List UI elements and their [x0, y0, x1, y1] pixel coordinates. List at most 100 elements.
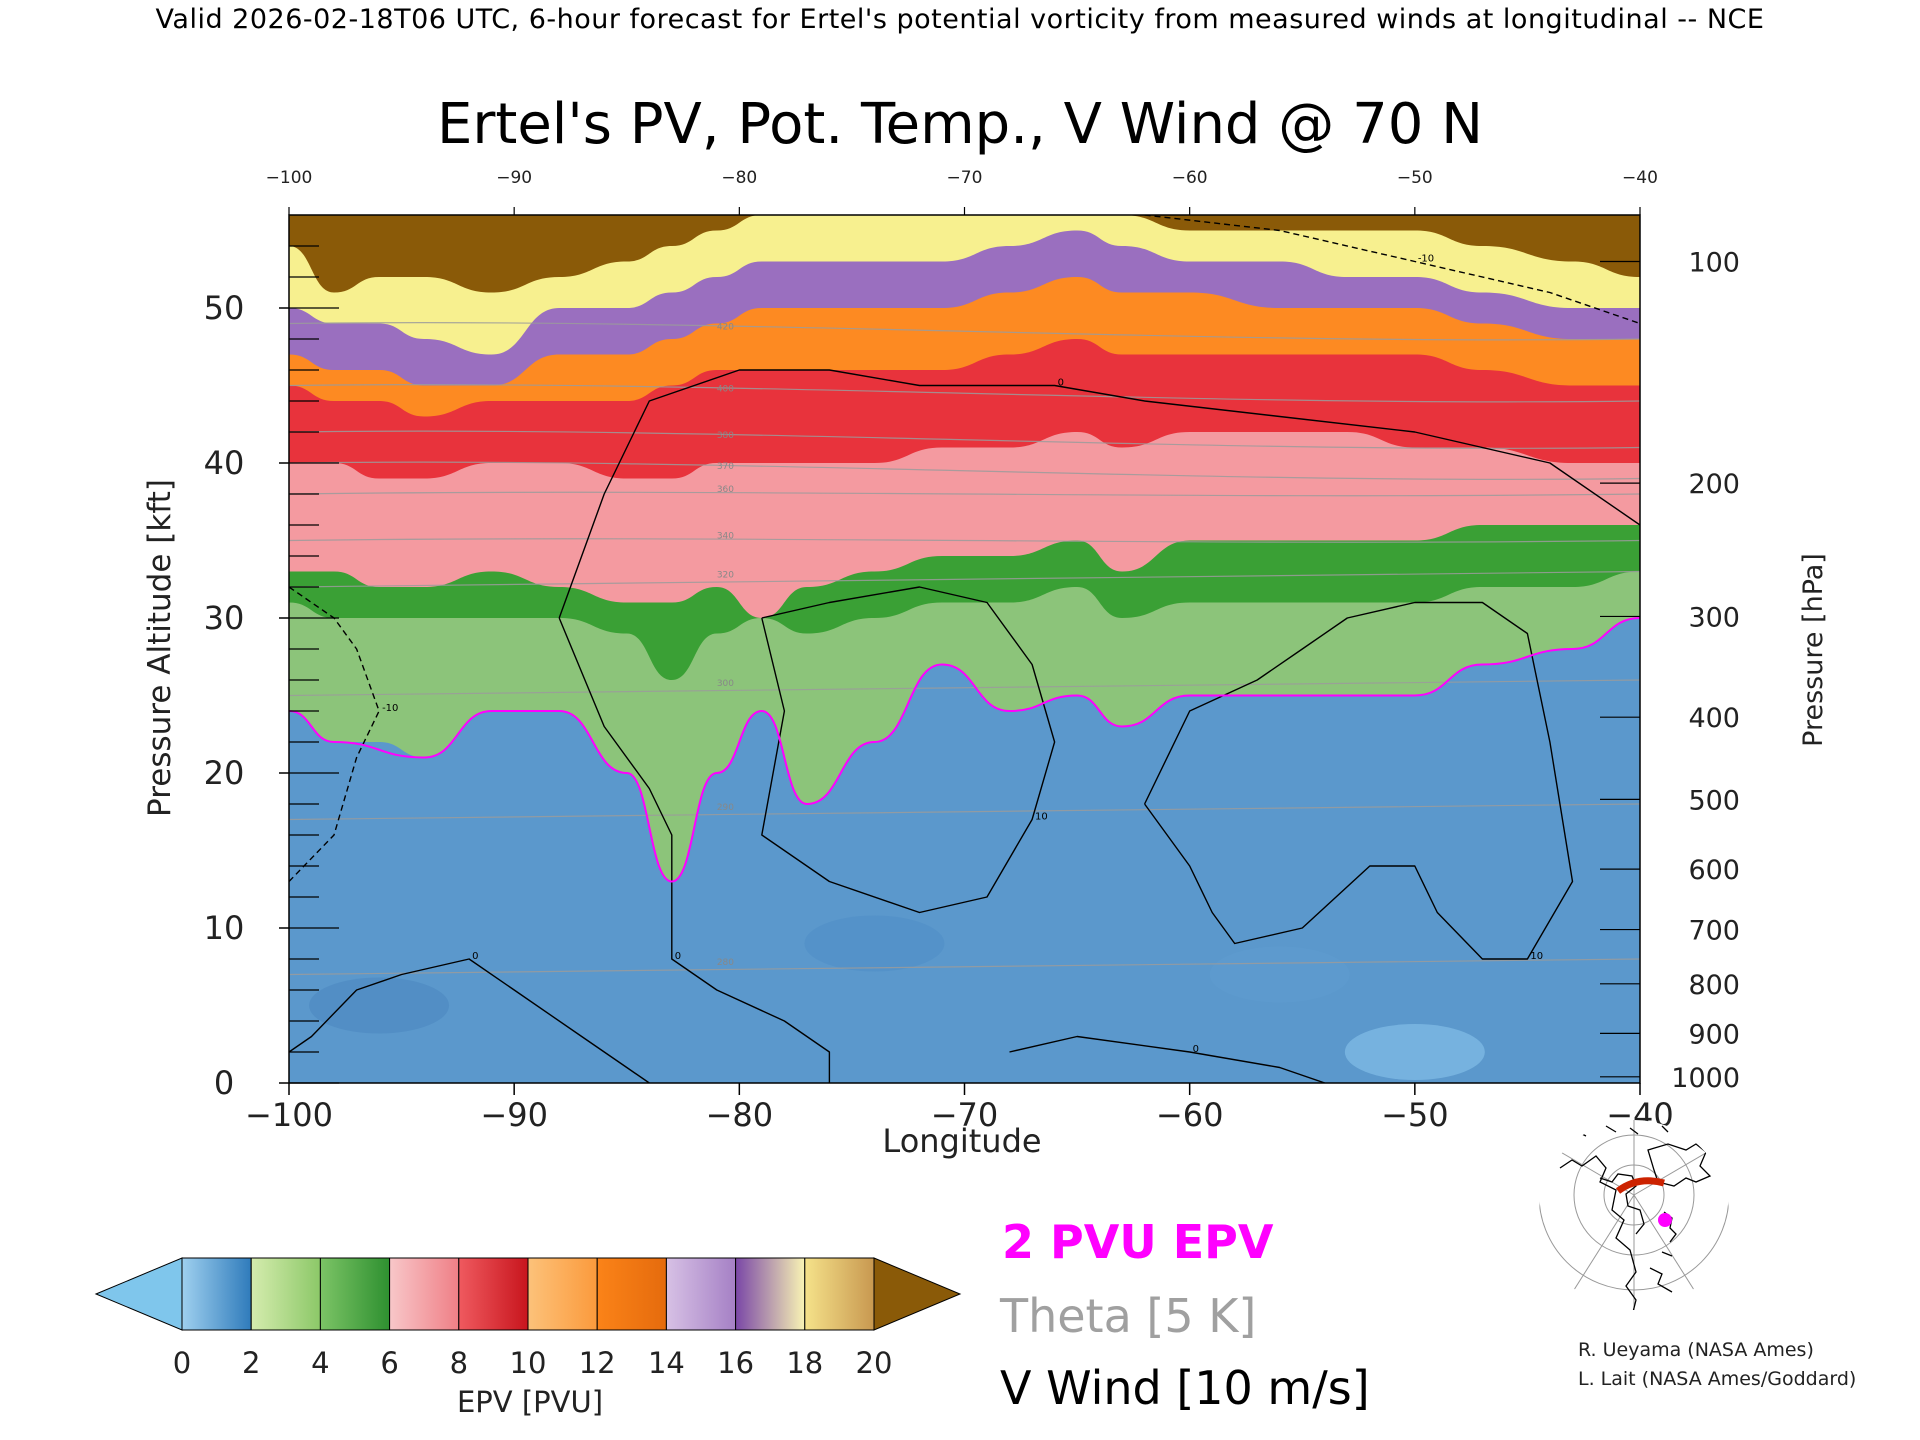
legend-pv: 2 PVU EPV: [1002, 1215, 1274, 1269]
epv-low-patch: [309, 977, 450, 1034]
colorbar-segment: [389, 1257, 460, 1331]
x-axis-label: Longitude: [882, 1122, 1041, 1160]
theta-label: 400: [717, 384, 734, 394]
two-pvu-line: [289, 617, 1640, 883]
x-tick-label: −50: [1381, 1096, 1449, 1134]
top-tick-label: −100: [266, 168, 313, 188]
theta-line: [289, 803, 1640, 821]
legend-theta: Theta [5 K]: [999, 1289, 1256, 1343]
colorbar-tick-label: 16: [717, 1346, 754, 1380]
wind-contours: 0 0 0 10 10 0 -10 -10: [289, 215, 1640, 1083]
pressure-tick-label: 500: [1688, 785, 1740, 816]
theta-line: [289, 430, 1640, 449]
plot-area: 280 290 300 320 340 360 370 380 400 420 0 0 0 10 10 0 -…: [288, 214, 1641, 1084]
y-axis-label-right: Pressure [hPa]: [1798, 553, 1829, 747]
colorbar-tick-label: 2: [242, 1346, 260, 1380]
theta-line: [289, 384, 1640, 403]
wind-contour: [558, 369, 1640, 619]
pressure-tick-label: 700: [1688, 916, 1740, 947]
pressure-tick-label: 600: [1688, 855, 1740, 886]
pressure-tick-label: 800: [1688, 970, 1740, 1001]
pressure-tick-label: 900: [1688, 1019, 1740, 1050]
top-tick-label: −60: [1172, 168, 1208, 188]
epv-low-patch: [1209, 946, 1350, 1003]
colorbar-label: EPV [PVU]: [457, 1385, 603, 1419]
colorbar-tick-label: 18: [786, 1346, 823, 1380]
map-track: [1615, 1177, 1665, 1194]
colorbar-tick-label: 14: [648, 1346, 685, 1380]
colorbar-tick-label: 4: [311, 1346, 329, 1380]
colorbar-segment: [250, 1257, 321, 1331]
legend-wind: V Wind [10 m/s]: [1000, 1361, 1370, 1415]
wind-contour: [761, 586, 1056, 914]
y-tick-label: 10: [204, 909, 245, 947]
pressure-tick-label: 200: [1688, 469, 1740, 500]
colorbar-segment: [596, 1257, 667, 1331]
colorbar-over-arrow: [873, 1257, 962, 1331]
wind-contour-label: 0: [1193, 1044, 1199, 1055]
map-location-marker: [1658, 1213, 1672, 1227]
colorbar-segment: [458, 1257, 529, 1331]
colorbar-under-arrow: [94, 1257, 183, 1331]
pressure-tick-label: 1000: [1671, 1063, 1740, 1094]
theta-line: [289, 538, 1640, 543]
y-tick-label: 50: [204, 289, 245, 327]
colorbar-tick-label: 0: [173, 1346, 191, 1380]
y-tick-label: 20: [204, 754, 245, 792]
map-inset: [1539, 1120, 1729, 1310]
y-axis-label-left: Pressure Altitude [kft]: [142, 479, 178, 817]
theta-line: [289, 679, 1640, 697]
theta-line: [289, 491, 1640, 497]
top-tick-label: −90: [496, 168, 532, 188]
valid-line: Valid 2026-02-18T06 UTC, 6-hour forecast…: [156, 4, 1765, 35]
wind-contour-label: -10: [1418, 254, 1434, 265]
pressure-tick-label: 300: [1688, 602, 1740, 633]
wind-contour-label: 10: [1035, 812, 1048, 823]
theta-line: [289, 570, 1640, 588]
x-tick-label: −100: [245, 1096, 333, 1134]
wind-contour: [1009, 1035, 1326, 1083]
theta-line: [289, 461, 1640, 480]
theta-line: [289, 322, 1640, 341]
epv-shading: [289, 215, 1640, 1080]
top-tick-label: −80: [721, 168, 757, 188]
colorbar-tick-label: 20: [856, 1346, 893, 1380]
wind-contour-label: 0: [472, 951, 478, 962]
x-tick-label: −80: [706, 1096, 774, 1134]
colorbar-segment: [181, 1257, 252, 1331]
epv-low-patch: [804, 915, 945, 972]
chart-title: Ertel's PV, Pot. Temp., V Wind @ 70 N: [437, 92, 1483, 157]
epv-band-brown: [289, 215, 1640, 293]
credit-line-1: R. Ueyama (NASA Ames): [1578, 1339, 1814, 1361]
colorbar-segment: [804, 1257, 875, 1331]
colorbar: 0 2 4 6 8 10 12 14 16 18 20: [94, 1257, 962, 1380]
two-pvu-contour: [289, 617, 1640, 883]
top-tick-label: −50: [1397, 168, 1433, 188]
wind-contour-label: 0: [1058, 378, 1064, 389]
pressure-tick-label: 100: [1688, 248, 1740, 279]
wind-contour: [1143, 601, 1574, 960]
wind-contour: [289, 958, 650, 1083]
y-tick-label: 40: [204, 444, 245, 482]
colorbar-segment: [527, 1257, 598, 1331]
y-tick-label: 0: [214, 1064, 234, 1102]
wind-contour-label: 0: [675, 951, 681, 962]
colorbar-tick-label: 8: [450, 1346, 468, 1380]
theta-line: [289, 958, 1640, 976]
colorbar-segment: [319, 1257, 391, 1331]
epv-low-patch: [1344, 1024, 1485, 1080]
wind-contour: [558, 617, 831, 1083]
theta-contours: 280 290 300 320 340 360 370 380 400 420: [289, 322, 1640, 976]
theta-label: 320: [717, 570, 734, 580]
colorbar-tick-label: 6: [380, 1346, 398, 1380]
y-tick-label: 30: [204, 599, 245, 637]
x-tick-label: −90: [480, 1096, 548, 1134]
theta-label: 380: [717, 431, 734, 441]
theta-label: 370: [717, 462, 734, 472]
colorbar-tick-label: 12: [579, 1346, 616, 1380]
colorbar-segment: [665, 1257, 737, 1331]
axes: −100 −90 −80 −70 −60 −50 −40 −100 −90 −80 −70 −60 −5…: [204, 168, 1740, 1134]
colorbar-tick-label: 10: [510, 1346, 547, 1380]
top-tick-label: −40: [1622, 168, 1658, 188]
